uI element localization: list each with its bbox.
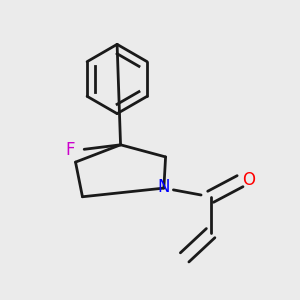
Text: F: F: [66, 141, 75, 159]
Text: O: O: [242, 171, 255, 189]
Text: N: N: [157, 178, 169, 196]
